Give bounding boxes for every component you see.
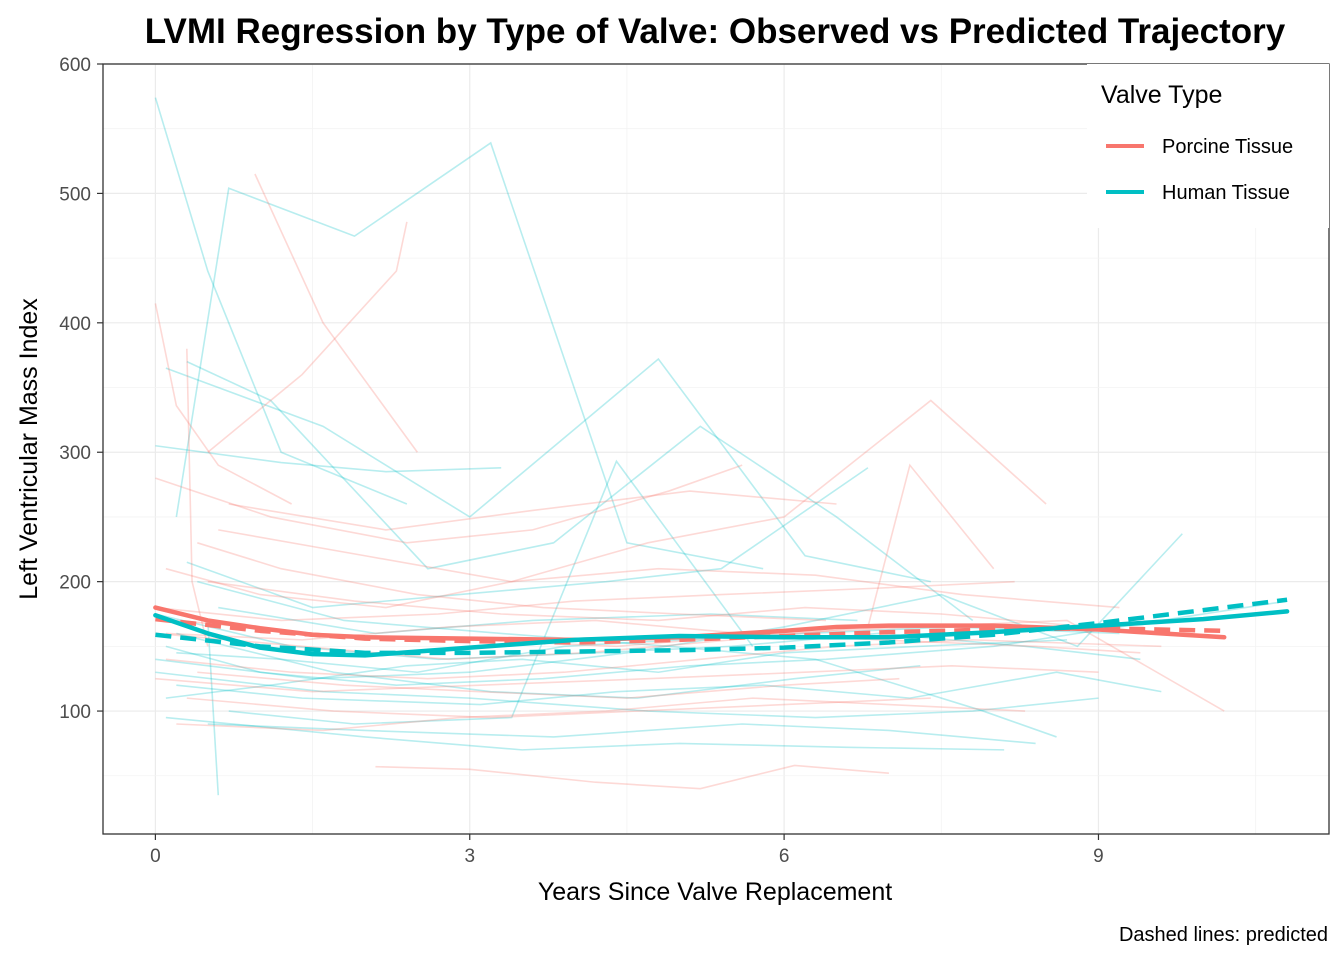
trajectory-line-40: [228, 490, 837, 531]
trajectory-line-38: [197, 542, 827, 622]
trajectory-line-30: [155, 580, 1015, 622]
legend: Valve Type Porcine Tissue Human Tissue: [1087, 64, 1329, 228]
trajectory-line-22: [207, 221, 408, 453]
trajectory-line-28: [197, 671, 900, 699]
x-tick-label: 6: [779, 846, 790, 867]
trajectory-line-21: [254, 173, 419, 453]
x-tick-label: 0: [150, 846, 161, 867]
trajectory-line-4: [186, 360, 974, 622]
trajectory-line-36: [176, 697, 1026, 732]
trajectory-line-2: [175, 141, 764, 570]
trajectory-line-35: [207, 580, 1089, 628]
trajectory-line-18: [207, 723, 1036, 745]
chart-title: LVMI Regression by Type of Valve: Observ…: [145, 12, 1286, 51]
caption: Dashed lines: predicted: [1119, 924, 1328, 946]
trajectory-line-24: [186, 348, 209, 647]
predicted-line-human-tissue: [155, 597, 1288, 656]
trajectory-line-29: [375, 764, 889, 790]
trajectory-line-20: [165, 639, 1068, 699]
trajectory-line-32: [165, 639, 1162, 680]
trajectory-line-13: [176, 632, 921, 699]
trajectory-line-26: [155, 463, 995, 661]
trajectory-line-16: [228, 459, 754, 725]
observed-line-human-tissue: [153, 609, 1290, 658]
trajectory-line-15: [186, 467, 869, 609]
x-tick-label: 3: [464, 846, 475, 867]
legend-label-porcine-tissue: Porcine Tissue: [1162, 136, 1293, 158]
axis-ticks-layer: 0 3 6 9 100 200 300 400 500 600: [59, 55, 1103, 867]
trajectory-line-34: [155, 464, 743, 544]
trajectory-line-6: [206, 620, 220, 796]
y-tick-label: 400: [59, 314, 91, 335]
trajectory-line-23: [154, 303, 292, 505]
y-tick-label: 300: [59, 443, 91, 464]
plot-panel-border: [102, 63, 1330, 835]
trajectory-line-3: [165, 357, 931, 583]
y-tick-label: 100: [59, 702, 91, 723]
trajectory-line-9: [165, 716, 1005, 751]
y-axis-title: Left Ventricular Mass Index: [15, 298, 43, 600]
trajectory-line-5: [155, 444, 502, 473]
trajectory-line-17: [155, 671, 1099, 719]
x-axis-title: Years Since Valve Replacement: [538, 878, 892, 906]
trajectory-line-19: [176, 626, 1120, 674]
y-tick-label: 200: [59, 573, 91, 594]
trajectory-line-8: [176, 671, 1162, 706]
legend-label-human-tissue: Human Tissue: [1162, 182, 1290, 204]
fitted-lines-layer: [153, 597, 1290, 658]
trajectory-line-1: [154, 97, 408, 505]
y-tick-label: 600: [59, 55, 91, 76]
trajectory-line-25: [165, 399, 1047, 609]
legend-title: Valve Type: [1101, 81, 1222, 109]
trajectory-line-39: [155, 664, 1099, 693]
individual-trajectories-layer: [154, 97, 1288, 796]
y-tick-label: 500: [59, 184, 91, 205]
x-tick-label: 9: [1093, 846, 1104, 867]
trajectory-line-33: [186, 697, 931, 719]
trajectory-line-10: [197, 580, 1057, 738]
trajectory-line-31: [218, 529, 1120, 609]
trajectory-line-12: [218, 606, 858, 635]
trajectory-line-37: [165, 619, 1141, 654]
